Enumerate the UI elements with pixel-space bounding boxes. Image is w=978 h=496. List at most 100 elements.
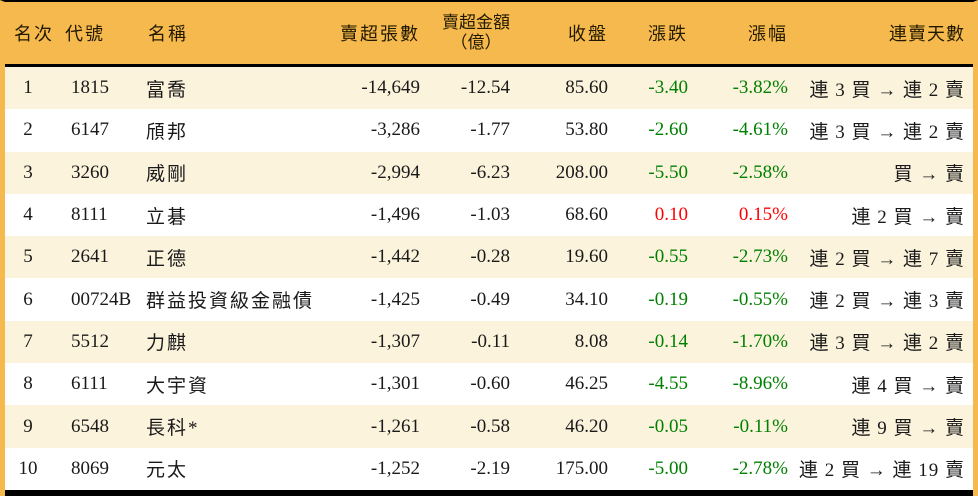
close-cell: 175.00 [555, 457, 608, 479]
rank-cell: 4 [23, 204, 33, 226]
rank-cell: 6 [23, 288, 33, 310]
change-pct-cell: -2.78% [732, 457, 788, 479]
table-row: 8 6111 大宇資 -1,301 -0.60 46.25 -4.55 -8.9… [5, 363, 973, 406]
sell-volume-cell: -1,252 [370, 457, 420, 479]
sell-volume-cell: -1,307 [370, 330, 420, 352]
change-pct-cell: -3.82% [732, 77, 788, 99]
change-cell: 0.10 [654, 204, 688, 226]
change-cell: -5.00 [648, 457, 688, 479]
rank-cell: 8 [23, 373, 33, 395]
table-bottom-border [5, 490, 973, 496]
name-cell: 元太 [146, 460, 189, 482]
code-cell: 00724B [71, 288, 132, 310]
name-cell: 群益投資級金融債 [146, 291, 315, 313]
column-header-rank: 名次 [14, 24, 54, 44]
table-row: 4 8111 立碁 -1,496 -1.03 68.60 0.10 0.15% … [5, 193, 973, 237]
change-pct-cell: 0.15% [738, 204, 788, 226]
streak-cell: 連 3 買 → 連 2 賣 [809, 121, 965, 143]
sell-volume-cell: -14,649 [361, 77, 420, 99]
code-cell: 6147 [71, 119, 109, 141]
table-row: 10 8069 元太 -1,252 -2.19 175.00 -5.00 -2.… [5, 447, 973, 490]
sell-volume-cell: -3,286 [370, 119, 420, 141]
table-row: 6 00724B 群益投資級金融債 -1,425 -0.49 34.10 -0.… [5, 278, 973, 321]
sell-amount-cell: -0.60 [470, 373, 510, 395]
streak-cell: 連 3 買 → 連 2 賣 [809, 79, 965, 101]
streak-cell: 連 4 買 → 賣 [851, 375, 965, 397]
table-row: 1 1815 富喬 -14,649 -12.54 85.60 -3.40 -3.… [5, 67, 973, 110]
table-row: 3 3260 威剛 -2,994 -6.23 208.00 -5.50 -2.5… [5, 151, 973, 194]
change-pct-cell: -0.11% [733, 415, 788, 437]
sell-volume-cell: -1,261 [370, 415, 420, 437]
rank-cell: 10 [18, 457, 38, 479]
sell-amount-cell: -2.19 [470, 457, 510, 479]
change-pct-cell: -4.61% [732, 119, 788, 141]
sell-volume-cell: -1,301 [370, 373, 420, 395]
streak-cell: 連 2 買 → 連 19 賣 [798, 460, 965, 482]
column-header-change-pct: 漲幅 [748, 24, 788, 44]
name-cell: 立碁 [146, 206, 189, 228]
close-cell: 53.80 [565, 119, 608, 141]
change-pct-cell: -2.73% [732, 246, 788, 268]
column-header-sell-amount-label: 賣超金額 （億） [442, 13, 510, 52]
sell-amount-cell: -1.03 [470, 204, 510, 226]
close-cell: 46.20 [565, 415, 608, 437]
code-cell: 6548 [71, 415, 109, 437]
rank-cell: 5 [23, 246, 33, 268]
sell-amount-cell: -0.49 [470, 288, 510, 310]
streak-cell: 連 9 買 → 賣 [851, 418, 965, 440]
sell-volume-cell: -2,994 [370, 161, 420, 183]
close-cell: 34.10 [565, 288, 608, 310]
streak-cell: 連 2 買 → 連 7 賣 [809, 248, 965, 270]
column-header-streak: 連賣天數 [889, 24, 965, 44]
sell-amount-cell: -0.58 [470, 415, 510, 437]
code-cell: 2641 [71, 246, 109, 268]
change-pct-cell: -8.96% [732, 373, 788, 395]
change-cell: -3.40 [648, 77, 688, 99]
close-cell: 68.60 [565, 204, 608, 226]
table-row: 2 6147 頎邦 -3,286 -1.77 53.80 -2.60 -4.61… [5, 109, 973, 152]
column-header-name: 名稱 [148, 24, 188, 44]
rank-cell: 7 [23, 330, 33, 352]
column-header-code: 代號 [65, 24, 105, 44]
sell-amount-cell: -12.54 [460, 77, 510, 99]
change-cell: -2.60 [648, 119, 688, 141]
sell-amount-cell: -0.28 [470, 246, 510, 268]
rank-cell: 9 [23, 415, 33, 437]
sell-volume-cell: -1,496 [370, 204, 420, 226]
table-row: 7 5512 力麒 -1,307 -0.11 8.08 -0.14 -1.70%… [5, 320, 973, 364]
sell-volume-cell: -1,442 [370, 246, 420, 268]
name-cell: 威剛 [146, 164, 189, 186]
change-cell: -0.14 [648, 330, 688, 352]
name-cell: 頎邦 [146, 121, 189, 143]
close-cell: 46.25 [565, 373, 608, 395]
sell-volume-cell: -1,425 [370, 288, 420, 310]
change-cell: -0.19 [648, 288, 688, 310]
code-cell: 8069 [71, 457, 109, 479]
close-cell: 8.08 [574, 330, 608, 352]
sell-amount-cell: -6.23 [470, 161, 510, 183]
streak-cell: 連 3 買 → 連 2 賣 [809, 333, 965, 355]
table-row: 9 6548 長科* -1,261 -0.58 46.20 -0.05 -0.1… [5, 405, 973, 448]
close-cell: 19.60 [565, 246, 608, 268]
name-cell: 正德 [146, 248, 189, 270]
code-cell: 5512 [71, 330, 109, 352]
column-header-sell-volume: 賣超張數 [340, 24, 420, 44]
change-cell: -0.55 [648, 246, 688, 268]
rank-cell: 2 [23, 119, 33, 141]
code-cell: 1815 [71, 77, 109, 99]
name-cell: 力麒 [146, 333, 189, 355]
name-cell: 長科* [146, 418, 200, 440]
code-cell: 6111 [71, 373, 108, 395]
change-cell: -5.50 [648, 161, 688, 183]
streak-cell: 連 2 買 → 連 3 賣 [809, 291, 965, 313]
close-cell: 208.00 [555, 161, 608, 183]
table-header-row: 名次 代號 名稱 賣超張數 賣超金額 （億） 收盤 漲跌 漲幅 連賣天數 [5, 2, 973, 67]
name-cell: 富喬 [146, 79, 189, 101]
change-pct-cell: -1.70% [732, 330, 788, 352]
rank-cell: 3 [23, 161, 33, 183]
close-cell: 85.60 [565, 77, 608, 99]
streak-cell: 連 2 買 → 賣 [851, 206, 965, 228]
code-cell: 8111 [71, 204, 108, 226]
change-pct-cell: -2.58% [732, 161, 788, 183]
